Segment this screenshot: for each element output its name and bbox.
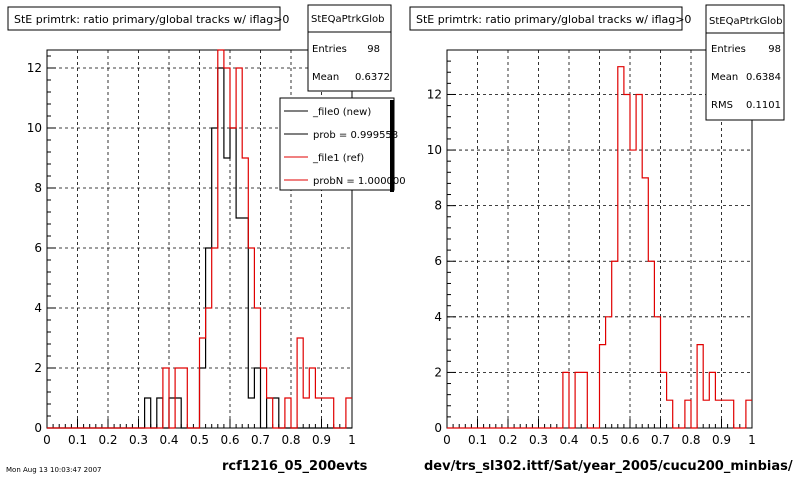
timestamp-text: Mon Aug 13 10:03:47 2007 [6, 466, 102, 474]
x-tick-label: 0.9 [312, 433, 331, 447]
y-tick-label: 12 [427, 87, 442, 101]
left-stats-name: StEQaPtrkGlob [311, 14, 384, 25]
left-panel: StE primtrk: ratio primary/global tracks… [7, 4, 406, 474]
right-panel: StE primtrk: ratio primary/global tracks… [409, 4, 793, 474]
x-tick-label: 0.6 [620, 433, 639, 447]
x-tick-label: 1 [348, 433, 356, 447]
y-tick-label: 4 [34, 301, 42, 315]
left-legend-box [279, 97, 395, 191]
right-stats-rms-label: RMS [711, 100, 733, 111]
y-tick-label: 4 [434, 310, 442, 324]
right-title-box [409, 6, 683, 31]
y-tick-label: 10 [27, 121, 42, 135]
y-tick-label: 2 [34, 361, 42, 375]
right-stats-rms-value: 0.1101 [746, 100, 781, 111]
x-tick-label: 0.5 [190, 433, 209, 447]
x-tick-label: 0.7 [651, 433, 670, 447]
right-stats-mean-label: Mean [711, 72, 738, 83]
legend-label-probn: probN = 1.000000 [313, 176, 406, 187]
left-stats-entries-value: 98 [367, 44, 380, 55]
x-tick-label: 0.6 [220, 433, 239, 447]
right-stats-entries-value: 98 [768, 44, 781, 55]
left-stats-mean-label: Mean [312, 72, 339, 83]
legend-label-prob: prob = 0.999558 [313, 130, 398, 141]
legend-shadow [390, 100, 394, 192]
left-stats-box [307, 4, 392, 92]
x-tick-label: 0.2 [498, 433, 517, 447]
left-x-axis-label: rcf1216_05_200evts [222, 459, 368, 474]
left-title-box [7, 6, 281, 31]
x-tick-label: 0.3 [529, 433, 548, 447]
y-tick-label: 0 [34, 421, 42, 435]
right-x-axis-label: dev/trs_sl302.ittf/Sat/year_2005/cucu200… [424, 459, 793, 474]
x-tick-label: 1 [748, 433, 756, 447]
x-tick-label: 0.1 [468, 433, 487, 447]
x-tick-label: 0.2 [98, 433, 117, 447]
right-title: StE primtrk: ratio primary/global tracks… [416, 13, 691, 26]
x-tick-label: 0.1 [68, 433, 87, 447]
left-stats-entries-label: Entries [312, 44, 347, 55]
legend-label-ref: _file1 (ref) [312, 153, 364, 164]
left-title: StE primtrk: ratio primary/global tracks… [14, 13, 289, 26]
y-tick-label: 2 [434, 365, 442, 379]
y-tick-label: 0 [434, 421, 442, 435]
x-tick-label: 0.4 [159, 433, 178, 447]
y-tick-label: 6 [34, 241, 42, 255]
right-stats-name: StEQaPtrkGlob [709, 16, 782, 27]
x-tick-label: 0 [43, 433, 51, 447]
right-stats-box [705, 4, 785, 121]
histogram-series-ref [47, 49, 352, 429]
x-tick-label: 0.8 [681, 433, 700, 447]
x-tick-label: 0 [443, 433, 451, 447]
x-tick-label: 0.8 [281, 433, 300, 447]
y-tick-label: 8 [434, 199, 442, 213]
x-tick-label: 0.7 [251, 433, 270, 447]
left-stats-mean-value: 0.6372 [355, 72, 390, 83]
histogram-series-ref [447, 66, 752, 429]
x-tick-label: 0.5 [590, 433, 609, 447]
x-tick-label: 0.9 [712, 433, 731, 447]
x-tick-label: 0.4 [559, 433, 578, 447]
y-tick-label: 10 [427, 143, 442, 157]
y-tick-label: 12 [27, 61, 42, 75]
right-stats-entries-label: Entries [711, 44, 746, 55]
right-stats-mean-value: 0.6384 [746, 72, 781, 83]
x-tick-label: 0.3 [129, 433, 148, 447]
legend-label-new: _file0 (new) [312, 107, 371, 118]
y-tick-label: 6 [434, 254, 442, 268]
y-tick-label: 8 [34, 181, 42, 195]
